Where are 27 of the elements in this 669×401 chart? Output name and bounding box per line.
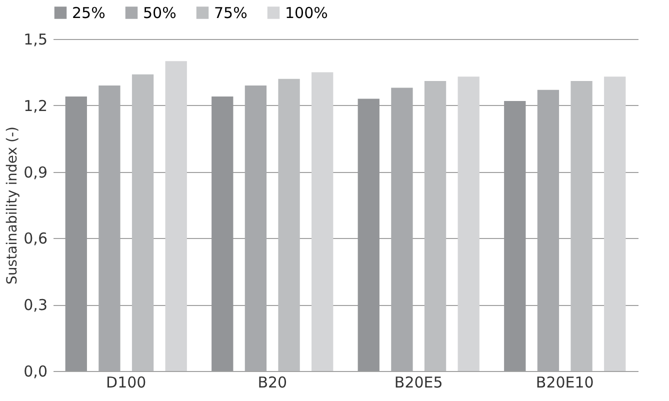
bar <box>604 76 626 371</box>
y-tick-label: 1,5 <box>24 30 48 48</box>
x-tick-label: B20 <box>258 374 288 392</box>
y-tick-label: 0,3 <box>24 296 48 314</box>
legend-label: 25% <box>72 4 106 22</box>
bar <box>212 96 234 371</box>
bar <box>504 100 526 371</box>
x-tick-label: B20E10 <box>536 374 594 392</box>
bar <box>570 81 592 371</box>
legend-label: 50% <box>143 4 176 22</box>
bar <box>424 81 446 371</box>
y-tick-label: 0,0 <box>24 362 48 380</box>
y-axis-title: Sustainability index (-) <box>4 126 21 284</box>
bar <box>358 98 380 371</box>
y-tick-label: 0,6 <box>24 230 48 248</box>
bar <box>312 72 334 371</box>
legend-label: 100% <box>285 4 328 22</box>
bar <box>278 78 300 371</box>
y-tick-label: 1,2 <box>24 96 48 115</box>
bar <box>165 61 187 371</box>
x-tick-label: B20E5 <box>394 374 443 392</box>
bar <box>132 74 154 371</box>
bar <box>458 76 480 371</box>
y-tick-label: 0,9 <box>24 163 48 182</box>
bar <box>65 96 87 371</box>
legend-label: 75% <box>214 4 248 22</box>
x-tick-label: D100 <box>106 374 146 392</box>
